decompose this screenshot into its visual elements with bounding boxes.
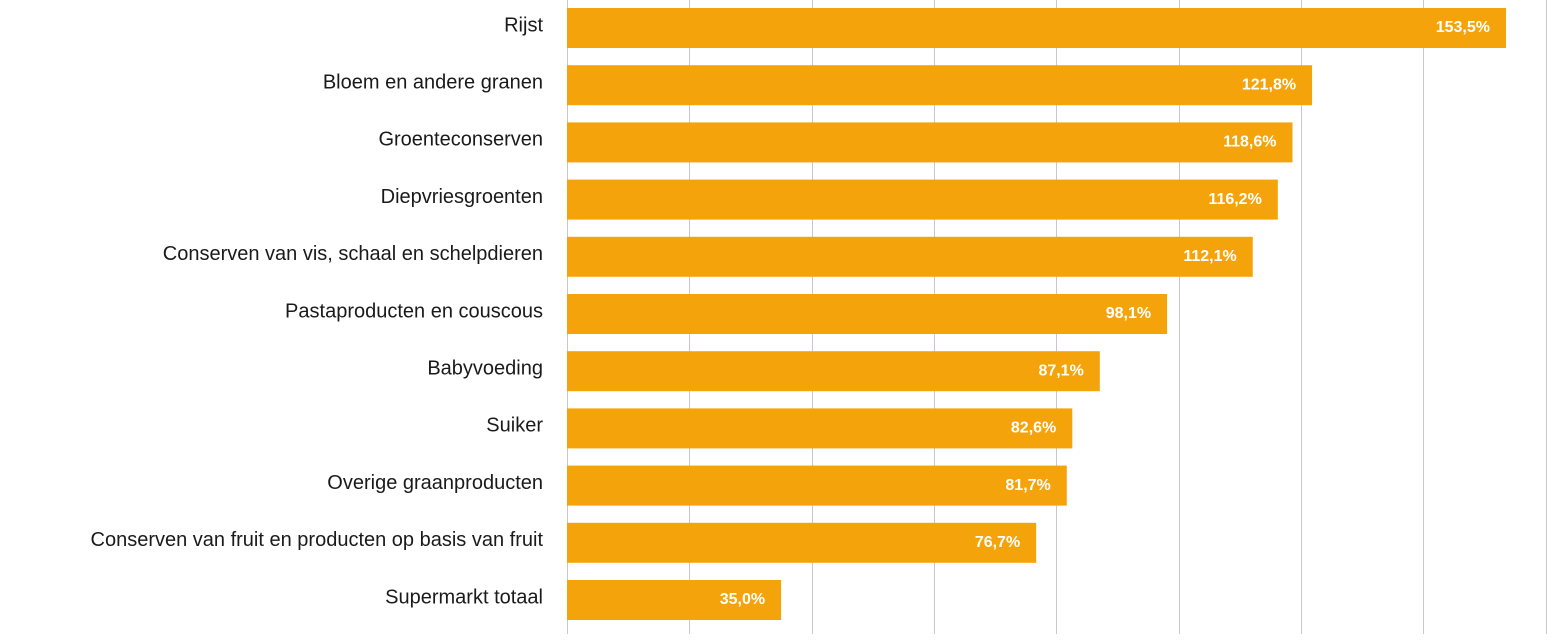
data-label: 118,6% [1223, 134, 1276, 151]
category-label: Supermarkt totaal [385, 586, 543, 608]
category-label: Rijst [504, 14, 543, 36]
bar [567, 351, 1100, 392]
data-label: 153,5% [1436, 19, 1490, 36]
data-label: 87,1% [1038, 362, 1083, 379]
category-label: Pastaproducten en couscous [285, 300, 543, 322]
bar [567, 522, 1037, 563]
data-label: 116,2% [1208, 191, 1261, 208]
category-label: Suiker [486, 415, 543, 437]
data-label: 121,8% [1242, 76, 1296, 93]
bar [567, 122, 1293, 163]
data-label: 98,1% [1106, 305, 1151, 322]
bar-layer [567, 8, 1506, 620]
category-label: Conserven van fruit en producten op basi… [91, 529, 544, 551]
bar [567, 236, 1253, 277]
data-label: 35,0% [720, 591, 765, 608]
category-label: Overige graanproducten [327, 472, 543, 494]
category-label: Babyvoeding [427, 357, 543, 379]
bar [567, 179, 1278, 220]
category-label: Diepvriesgroenten [381, 186, 543, 208]
bar [567, 65, 1313, 106]
data-label: 76,7% [975, 534, 1020, 551]
bar [567, 408, 1073, 449]
bar [567, 294, 1168, 334]
bar [567, 580, 782, 620]
data-label: 112,1% [1183, 248, 1236, 265]
category-label: Conserven van vis, schaal en schelpdiere… [163, 243, 543, 265]
data-label: 81,7% [1005, 477, 1050, 494]
category-label: Bloem en andere granen [323, 71, 543, 93]
bar [567, 465, 1067, 506]
data-label: 82,6% [1011, 420, 1056, 437]
category-label: Groenteconserven [378, 129, 543, 151]
label-layer: Rijst 153,5% Bloem en andere granen 121,8% G… [91, 14, 1490, 608]
bar [567, 8, 1506, 48]
